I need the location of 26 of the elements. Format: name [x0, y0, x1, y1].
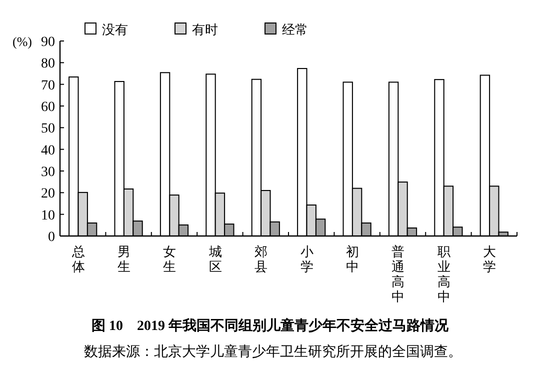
y-tick-label: 90 [41, 35, 55, 50]
x-tick-label: 城区 [208, 244, 222, 274]
x-tick-label: 初中 [346, 244, 359, 274]
y-tick-label: 70 [41, 78, 55, 94]
x-tick-label: 职业高中 [437, 244, 450, 304]
y-tick-label: 80 [41, 56, 55, 72]
legend-label: 有时 [192, 22, 218, 37]
x-tick-label: 郊县 [254, 244, 268, 274]
x-tick-label: 普通高中 [392, 244, 405, 304]
y-tick-label: 50 [41, 122, 55, 137]
y-tick-label: 30 [41, 165, 55, 180]
legend-label: 经常 [282, 22, 308, 37]
x-tick-label: 总体 [70, 244, 85, 274]
source-note: 数据来源：北京大学儿童青少年卫生研究所开展的全国调查。 [84, 344, 462, 360]
y-tick-label: 40 [41, 143, 55, 158]
x-tick-label: 女生 [163, 244, 176, 274]
x-tick-label: 男生 [117, 244, 130, 274]
text: 图 10 2019 年我国不同组别儿童青少年不安全过马路情况 [92, 317, 450, 334]
x-tick-label: 小学 [300, 244, 314, 274]
x-tick-label: 大学 [483, 244, 496, 274]
y-tick-label: 60 [41, 100, 55, 115]
y-axis-title: (%) [12, 34, 32, 49]
y-tick-label: 10 [41, 208, 55, 224]
y-tick-label: 0 [48, 230, 55, 245]
y-tick-label: 20 [41, 186, 55, 202]
legend-label: 没有 [102, 22, 128, 37]
